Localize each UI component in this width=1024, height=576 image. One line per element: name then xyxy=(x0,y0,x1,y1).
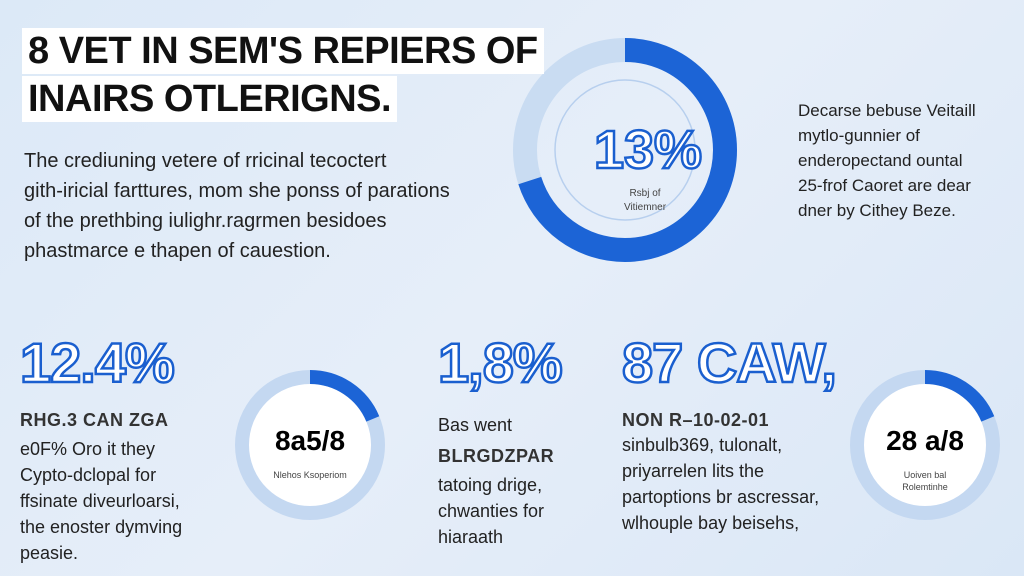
stat-body: Bas went xyxy=(438,415,513,435)
text-line: Decarse bebuse Veitaill xyxy=(798,101,976,120)
text-line: Cypto-dclopal for xyxy=(20,465,157,485)
text-line: priyarrelen lits the xyxy=(622,461,765,481)
text-line: chwanties for xyxy=(438,501,545,521)
text-line: e0F% Oro it they xyxy=(20,439,156,459)
text-line: phastmarce e thapen of cauestion. xyxy=(24,240,331,262)
text-line: ffsinate diveurloarsi, xyxy=(20,491,180,511)
donut-value: 13% xyxy=(594,120,702,180)
title-line: 8 VET IN SEM'S REPIERS OF xyxy=(22,28,544,74)
stat-heading: BLRGDZPAR xyxy=(438,446,555,466)
donut-value: 8a5/8 xyxy=(275,425,345,456)
intro: The crediuning vetere of rricinal tecoct… xyxy=(24,146,450,266)
stat-big: 1,8% xyxy=(437,330,564,396)
text-line: tatoing drige, xyxy=(438,475,543,495)
text-line: mytlo-gunnier of xyxy=(798,126,920,145)
side-note: Decarse bebuse Veitaill mytlo-gunnier of e… xyxy=(798,98,976,223)
text-line: The crediuning vetere of rricinal tecoct… xyxy=(24,150,387,172)
text-line: peasie. xyxy=(20,543,79,563)
donut-caption: Vitiemner xyxy=(624,202,667,213)
stat-heading: RHG.3 CAN ZGA xyxy=(20,410,169,430)
donut-caption: Rolemtinhe xyxy=(902,482,948,492)
stat-big: 87 CAW, xyxy=(621,330,838,396)
stat-heading: NON R–10-02-01 xyxy=(622,410,770,430)
title-line: INAIRS OTLERIGNS. xyxy=(22,76,398,122)
stat-big: 12.4% xyxy=(19,330,176,396)
text-line: wlhouple bay beisehs, xyxy=(622,513,800,533)
donut-caption: Nlehos Ksoperiom xyxy=(273,470,347,480)
text-line: dner by Cithey Beze. xyxy=(798,201,956,220)
ring-progress xyxy=(850,370,1000,520)
donut-caption: Rsbj of xyxy=(629,188,660,199)
ring-progress xyxy=(235,370,385,520)
text-line: partoptions br ascressar, xyxy=(622,487,820,507)
text-line: gith-iricial farttures, mom she ponss of… xyxy=(24,180,450,202)
ring-progress xyxy=(513,38,737,262)
stat-body: tatoing drige, chwanties for hiaraath xyxy=(438,472,544,550)
text-line: enderopectand ountal xyxy=(798,151,963,170)
text-line: of the prethbing iulighr.ragrmen besidoe… xyxy=(24,210,387,232)
donut-value: 28 a/8 xyxy=(886,425,964,456)
stat-body: sinbulb369, tulonalt, priyarrelen lits th… xyxy=(622,432,819,536)
text-line: 25-frof Caoret are dear xyxy=(798,176,971,195)
stat-body: e0F% Oro it they Cypto-dclopal for ffsinat… xyxy=(20,436,182,566)
text-line: sinbulb369, tulonalt, xyxy=(622,435,783,455)
ring-inner xyxy=(554,79,696,221)
title: 8 VET IN SEM'S REPIERS OF INAIRS OTLERIG… xyxy=(22,28,544,124)
text-line: hiaraath xyxy=(438,527,504,547)
donut-caption: Uoiven bal xyxy=(904,470,947,480)
text-line: the enoster dymving xyxy=(20,517,183,537)
